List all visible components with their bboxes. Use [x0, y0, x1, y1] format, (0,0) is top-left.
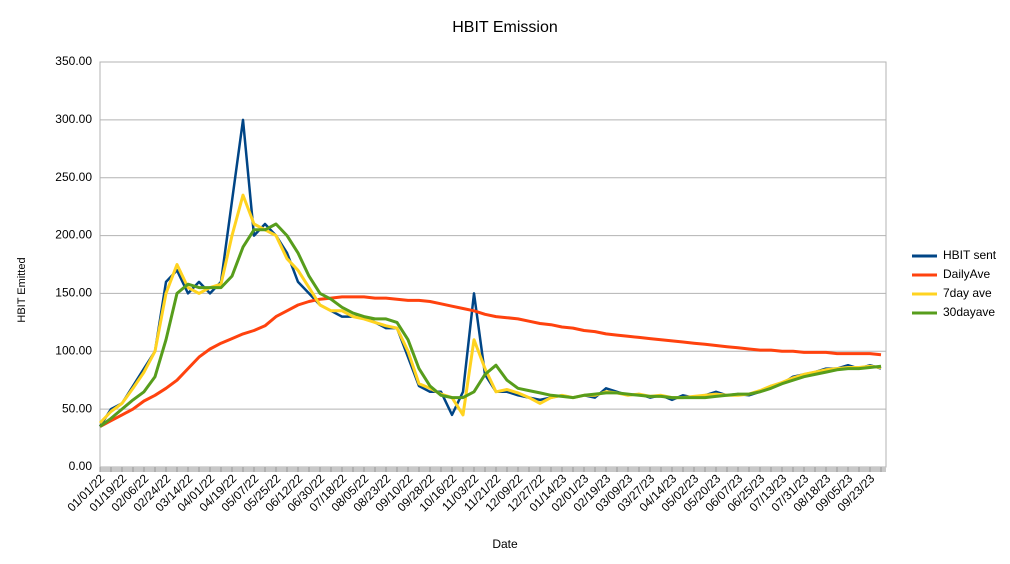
y-axis-title: HBIT Emitted [16, 257, 28, 322]
legend-label: DailyAve [943, 267, 990, 281]
y-tick-label: 150.00 [55, 286, 92, 300]
y-tick-label: 0.00 [69, 459, 93, 473]
chart-title: HBIT Emission [452, 19, 558, 36]
legend-label: HBIT sent [943, 248, 997, 262]
y-tick-label: 250.00 [55, 170, 92, 184]
y-tick-label: 100.00 [55, 343, 92, 357]
legend-label: 30dayave [943, 305, 995, 319]
legend-label: 7day ave [943, 286, 992, 300]
x-axis-band [100, 467, 886, 472]
plot-area [99, 61, 887, 468]
y-tick-label: 350.00 [55, 54, 92, 68]
x-axis-title: Date [492, 537, 518, 551]
series-line [99, 222, 882, 428]
series-line [98, 193, 882, 425]
y-tick-label: 300.00 [55, 112, 92, 126]
y-tick-label: 200.00 [55, 228, 92, 242]
series-line [99, 295, 882, 428]
y-tick-label: 50.00 [62, 401, 92, 415]
